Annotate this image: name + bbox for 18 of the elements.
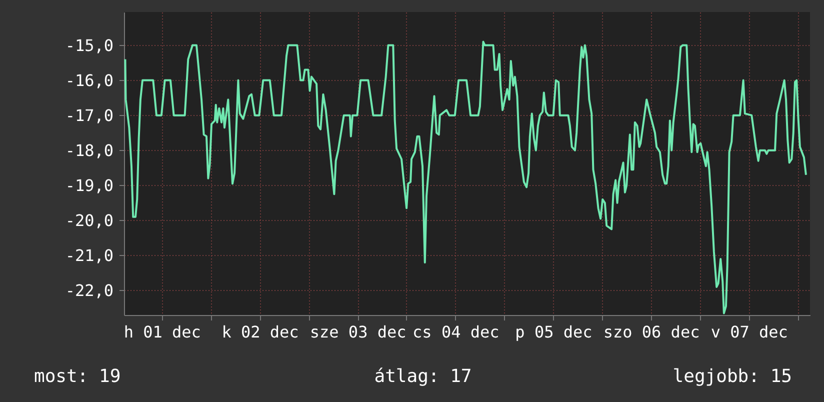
y-tick-label: -19,0: [65, 176, 114, 195]
x-tick-label: v 07 dec: [710, 322, 788, 342]
x-tick-label: cs 04 dec: [412, 322, 500, 342]
y-tick-label: -20,0: [65, 210, 114, 230]
y-tick-label: -22,0: [65, 280, 114, 300]
x-tick-label: sze 03 dec: [310, 322, 406, 342]
y-tick-label: -16,0: [65, 70, 114, 90]
x-tick-label: h 01 dec: [124, 322, 201, 342]
text: átlag: 17: [374, 366, 472, 387]
y-tick-label: -18,0: [65, 140, 114, 160]
x-tick-label: szo 06 dec: [603, 322, 700, 342]
x-tick-label: k 02 dec: [222, 322, 299, 342]
text: legjobb: 15: [672, 366, 792, 387]
y-tick-label: -15,0: [65, 36, 114, 55]
text: most: 19: [34, 366, 121, 387]
y-tick-label: -21,0: [65, 246, 114, 265]
y-tick-label: -17,0: [65, 106, 114, 125]
x-tick-label: p 05 dec: [515, 322, 592, 342]
